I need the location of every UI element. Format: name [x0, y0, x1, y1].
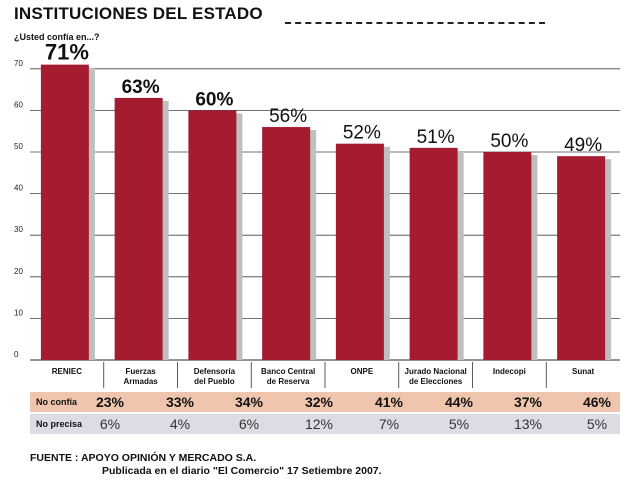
category-label: ONPE [351, 367, 374, 376]
cell-no-precisa-fuerzas-armadas: 4% [169, 416, 191, 432]
chart-subtitle: ¿Usted confía en...? [14, 32, 100, 42]
category-label: Sunat [572, 367, 595, 376]
bar [262, 127, 311, 360]
row-no-precisa: No precisa 6% 4% 6% 12% 7% 5% 13% 5% [30, 414, 620, 434]
value-label: 50% [490, 131, 528, 152]
cell-no-confia-reniec: 23% [95, 394, 125, 410]
cell-no-precisa-banco-central: 12% [304, 416, 334, 432]
y-tick-label: 50 [14, 142, 23, 151]
cell-no-confia-defensoria: 34% [234, 394, 264, 410]
bar-chart: 0 10 20 30 40 50 60 70 71% RENIEC 63% Fuerzas Armada… [14, 40, 620, 388]
cell-no-confia-indecopi: 37% [513, 394, 543, 410]
category-label: Fuerzas Armadas [124, 367, 159, 386]
cell-no-precisa-onpe: 7% [378, 416, 400, 432]
y-tick-label: 30 [14, 225, 23, 234]
category-label: Defensoría del Pueblo [194, 367, 236, 386]
cell-no-confia-sunat: 46% [582, 394, 612, 410]
cell-no-precisa-reniec: 6% [99, 416, 121, 432]
row-label-no-confia: No confía [36, 397, 78, 407]
bar [335, 143, 384, 360]
cell-no-precisa-indecopi: 13% [513, 416, 543, 432]
bar [483, 152, 532, 360]
value-label: 51% [417, 127, 455, 148]
bar [409, 147, 458, 360]
row-label-no-precisa: No precisa [36, 419, 83, 429]
cell-no-confia-onpe: 41% [374, 394, 404, 410]
y-tick-label: 10 [14, 308, 23, 317]
publication-line: Publicada en el diario "El Comercio" 17 … [102, 465, 382, 477]
category-label: Banco Central de Reserva [261, 367, 315, 386]
chart-title: INSTITUCIONES DEL ESTADO [14, 4, 263, 23]
value-label: 56% [269, 106, 307, 127]
row-no-confia: No confía 23% 33% 34% 32% 41% 44% 37% 46… [30, 392, 620, 412]
y-tick-label: 60 [14, 100, 23, 109]
cell-no-precisa-sunat: 5% [586, 416, 608, 432]
cell-no-precisa-jurado: 5% [448, 416, 470, 432]
cell-no-confia-jurado: 44% [444, 394, 474, 410]
category-label: RENIEC [52, 367, 82, 376]
value-label: 71% [45, 40, 89, 65]
bar [557, 156, 606, 360]
y-tick-label: 70 [14, 59, 23, 68]
value-label: 60% [195, 89, 233, 110]
bar [114, 97, 163, 361]
data-table: No confía 23% 33% 34% 32% 41% 44% 37% 46… [30, 392, 620, 434]
value-label: 52% [343, 123, 381, 144]
source-note: FUENTE : APOYO OPINIÓN Y MERCADO S.A. Pu… [30, 452, 382, 478]
y-tick-label: 20 [14, 267, 23, 276]
cell-no-precisa-defensoria: 6% [238, 416, 260, 432]
title-divider [285, 22, 545, 24]
y-tick-label: 40 [14, 184, 23, 193]
bar [188, 110, 237, 361]
cell-no-confia-fuerzas-armadas: 33% [165, 394, 195, 410]
value-label: 63% [122, 77, 160, 98]
source-line: FUENTE : APOYO OPINIÓN Y MERCADO S.A. [30, 452, 257, 464]
category-label: Jurado Nacional de Elecciones [405, 367, 467, 386]
y-tick-label: 0 [14, 350, 19, 359]
bar [40, 64, 89, 360]
value-label: 49% [564, 135, 602, 156]
category-label: Indecopi [493, 367, 526, 376]
cell-no-confia-banco-central: 32% [304, 394, 334, 410]
